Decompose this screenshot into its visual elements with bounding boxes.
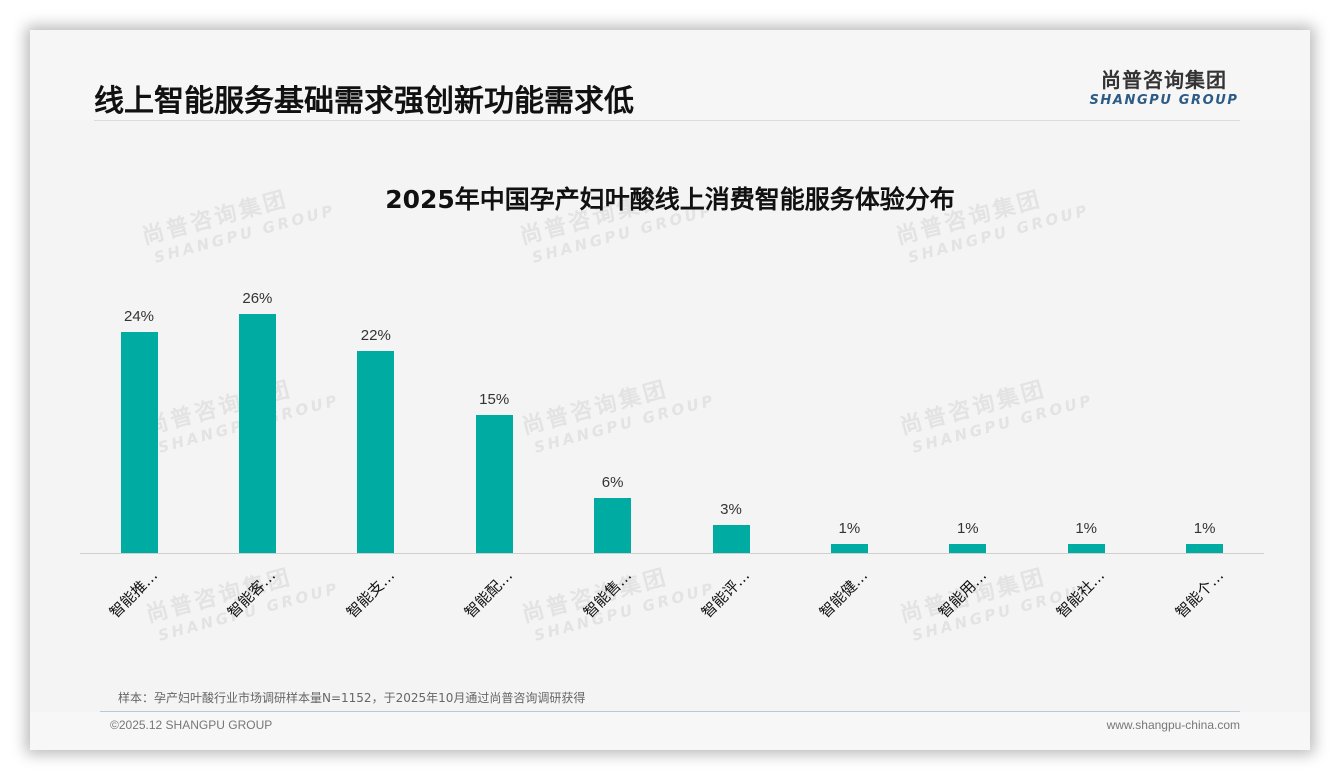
watermark: 尚普咨询集团 SHANGPU GROUP	[519, 376, 718, 457]
bar-value-label: 3%	[720, 501, 742, 519]
bar-value-label: 6%	[601, 473, 624, 491]
bar	[238, 313, 276, 553]
bar	[830, 543, 868, 553]
category-label: 智能社…	[1053, 566, 1109, 622]
bar-value-label: 1%	[1075, 519, 1098, 537]
bar-value-label: 24%	[123, 308, 155, 326]
footer-band	[30, 712, 1310, 750]
category-label: 智能支…	[342, 566, 398, 622]
bar	[357, 350, 395, 553]
bar	[594, 497, 632, 553]
header-divider	[94, 120, 1240, 121]
header-band	[30, 30, 1310, 120]
sample-note: 样本：孕产妇叶酸行业市场调研样本量N=1152，于2025年10月通过尚普咨询调…	[118, 691, 586, 705]
bar-value-label: 26%	[242, 289, 273, 307]
category-label: 智能推…	[105, 566, 162, 622]
chart-title: 2025年中国孕产妇叶酸线上消费智能服务体验分布	[385, 185, 955, 214]
page-title: 线上智能服务基础需求强创新功能需求低	[94, 84, 634, 119]
category-label: 智能用…	[934, 566, 990, 622]
copyright-text: ©2025.12 SHANGPU GROUP	[110, 718, 273, 732]
bar	[949, 543, 987, 553]
bar	[712, 525, 750, 553]
bar	[475, 415, 513, 553]
category-label: 智能客…	[224, 566, 280, 622]
bar-value-label: 1%	[838, 519, 861, 537]
slide: 线上智能服务基础需求强创新功能需求低 尚普咨询集团 SHANGPU GROUP …	[30, 30, 1310, 750]
watermark: 尚普咨询集团 SHANGPU GROUP	[897, 376, 1096, 457]
bar-value-label: 1%	[956, 519, 979, 537]
logo-english-text: SHANGPU GROUP	[1089, 93, 1239, 108]
company-logo: 尚普咨询集团 SHANGPU GROUP	[1088, 64, 1240, 108]
bar-value-label: 15%	[479, 391, 510, 408]
bar	[1186, 543, 1224, 553]
logo-chinese-text: 尚普咨询集团	[1101, 68, 1227, 92]
bar	[120, 332, 158, 553]
footer-divider	[100, 711, 1240, 712]
x-axis-line	[80, 553, 1264, 554]
category-label: 智能配…	[461, 566, 517, 622]
website-link[interactable]: www.shangpu-china.com	[1106, 718, 1240, 732]
bar-value-label: 22%	[360, 326, 391, 344]
bar	[1067, 543, 1105, 553]
bar-value-label: 1%	[1193, 519, 1216, 537]
category-label: 智能售…	[579, 566, 635, 622]
category-label: 智能个…	[1171, 566, 1227, 622]
category-label: 智能健…	[816, 566, 872, 622]
category-label: 智能评…	[697, 566, 754, 622]
